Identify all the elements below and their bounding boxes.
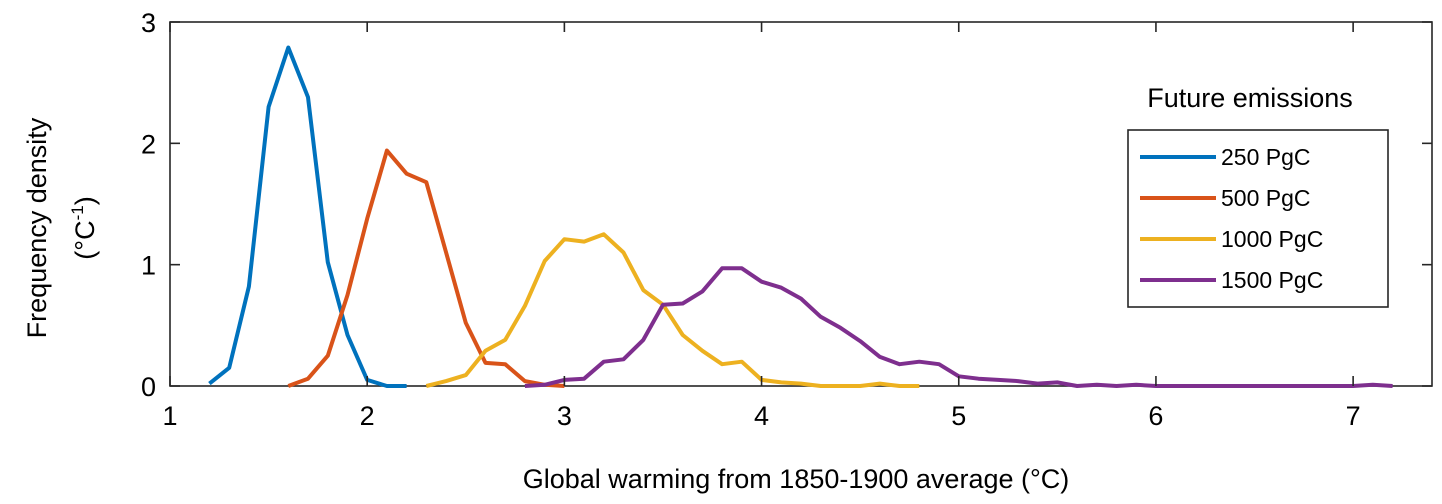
y-axis-label-line1: Frequency density <box>22 117 52 338</box>
legend-entry: 250 PgC <box>1221 144 1311 170</box>
x-tick-label: 6 <box>1148 401 1163 431</box>
y-tick-label: 1 <box>141 251 156 281</box>
series-line <box>524 266 1393 388</box>
y-tick-label: 3 <box>141 8 156 38</box>
x-tick-label: 3 <box>557 401 572 431</box>
series-layer <box>208 45 1393 388</box>
legend-box <box>1127 129 1389 308</box>
axes-box <box>169 21 1433 387</box>
y-axis-label-line2: (°C-1) <box>68 196 100 259</box>
legend-entry: 1000 PgC <box>1221 226 1323 252</box>
y-tick-label: 2 <box>141 129 156 159</box>
series-line <box>287 148 565 388</box>
x-tick-label: 4 <box>754 401 769 431</box>
x-tick-label: 2 <box>360 401 375 431</box>
legend-title: Future emissions <box>1147 83 1353 113</box>
x-axis-label: Global warming from 1850-1900 average (°… <box>523 464 1070 494</box>
y-tick-label: 0 <box>141 372 156 402</box>
series-line <box>425 232 920 388</box>
y-axis-unit-exponent: -1 <box>68 205 87 220</box>
x-tick-label: 5 <box>951 401 966 431</box>
x-tick-label: 7 <box>1346 401 1361 431</box>
y-axis-unit-base: (°C <box>70 220 100 259</box>
x-tick-label: 1 <box>162 401 177 431</box>
plot-area <box>169 21 1433 387</box>
legend: 250 PgC 500 PgC 1000 PgC 1500 PgC <box>1127 129 1389 308</box>
y-axis-unit-end: ) <box>70 196 100 205</box>
legend-entry: 1500 PgC <box>1221 267 1323 293</box>
legend-entry: 500 PgC <box>1221 185 1311 211</box>
y-axis-label: Frequency density (°C-1) <box>22 117 100 338</box>
series-line <box>208 45 407 388</box>
